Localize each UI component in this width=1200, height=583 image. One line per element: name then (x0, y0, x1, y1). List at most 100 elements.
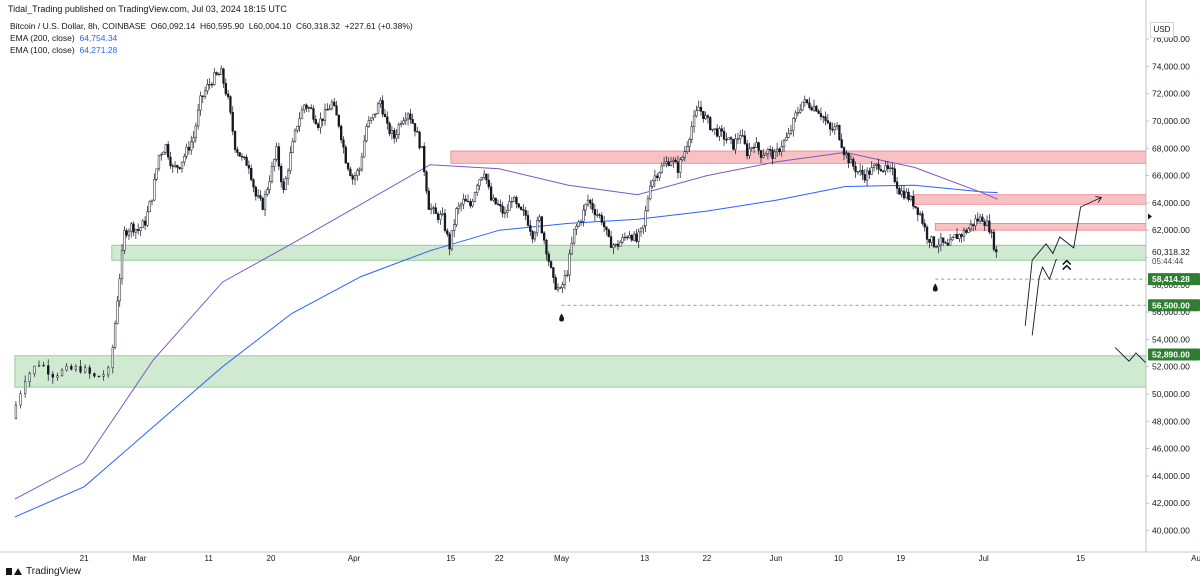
candle-body (397, 124, 400, 135)
ema200-row[interactable]: EMA (200, close) 64,754.34 (10, 32, 413, 44)
candle-body (450, 230, 454, 250)
ema100-line[interactable] (14, 151, 998, 500)
candle-body (757, 142, 760, 151)
candle-body (579, 221, 583, 223)
candle-body (674, 159, 677, 163)
candle-body (909, 195, 913, 200)
ema100-row[interactable]: EMA (100, close) 64,271.28 (10, 44, 413, 56)
level-price-badge[interactable] (1148, 273, 1200, 286)
candle-body (478, 179, 481, 186)
candle-body (416, 131, 419, 133)
double-chevron-up-icon (1062, 259, 1072, 266)
candle-body (162, 151, 165, 155)
candle-body (720, 128, 723, 132)
candle-body (891, 167, 894, 169)
candle-body (893, 168, 896, 183)
candle-body (439, 214, 442, 220)
candle-body (812, 105, 816, 111)
support-zone[interactable] (14, 355, 1147, 388)
candle-body (658, 172, 661, 178)
candle-body (88, 367, 91, 374)
price-tick-label: 48,000.00 (1152, 416, 1190, 426)
candle-body (137, 229, 140, 231)
candle-body (376, 103, 380, 114)
candle-body (946, 242, 949, 246)
symbol-name[interactable]: Bitcoin / U.S. Dollar, 8h, COINBASE (10, 21, 147, 31)
candle-body (150, 199, 154, 202)
candle-body (383, 113, 387, 118)
candle-body (236, 149, 239, 153)
candle-body (718, 128, 721, 137)
candle-body (626, 236, 629, 239)
ema200-line[interactable] (14, 184, 998, 518)
candle-body (944, 242, 947, 244)
candle-body (155, 168, 158, 180)
candle-body (771, 149, 774, 159)
candle-body (983, 221, 986, 226)
candle-body (651, 180, 654, 187)
candle-body (605, 226, 608, 230)
candle-body (835, 125, 839, 128)
candle-body (801, 101, 804, 111)
candle-body (699, 107, 703, 112)
projection-arrowhead (1095, 196, 1103, 203)
candle-body (589, 199, 592, 204)
candle-body (489, 186, 493, 201)
candle-body (750, 147, 753, 149)
candle-body (224, 83, 227, 95)
candle-body (928, 239, 931, 243)
resistance-zone[interactable] (934, 222, 1147, 231)
candle-body (990, 231, 993, 234)
candle-body (725, 139, 728, 141)
ema200-value: 64,754.34 (79, 33, 118, 43)
projection-path[interactable] (1024, 196, 1102, 326)
candle-body (483, 173, 486, 178)
candle-body (464, 198, 467, 202)
candle-body (852, 158, 855, 167)
candle-body (176, 165, 179, 168)
candle-body (178, 167, 181, 169)
resistance-zone[interactable] (914, 194, 1147, 205)
candle-body (792, 118, 795, 131)
candle-body (74, 366, 78, 370)
resistance-zone[interactable] (450, 150, 1147, 164)
level-price-badge[interactable] (1148, 299, 1200, 312)
candle-body (487, 179, 490, 188)
candle-body (529, 225, 532, 232)
low-label: L (248, 21, 254, 31)
candle-body (886, 165, 889, 169)
candle-body (432, 207, 435, 209)
candle-body (492, 197, 495, 201)
candle-body (653, 175, 657, 181)
candle-body (905, 191, 908, 199)
currency-button[interactable]: USD (1150, 22, 1174, 38)
candle-body (42, 364, 45, 367)
candle-body (591, 202, 594, 210)
candle-body (547, 253, 550, 262)
level-price-badge[interactable] (1148, 348, 1200, 361)
change-value: +227.61 (+0.38%) (344, 21, 413, 31)
tradingview-footer: TradingView (6, 566, 81, 577)
candle-body (471, 201, 474, 207)
candle-body (937, 244, 940, 247)
candle-body (960, 234, 963, 237)
candle-body (570, 242, 573, 255)
projection-path[interactable] (1031, 258, 1057, 336)
price-tick-label: 66,000.00 (1152, 171, 1190, 181)
candle-body (782, 139, 786, 147)
candle-body (803, 99, 806, 103)
candle-body (192, 137, 195, 143)
candle-body (194, 125, 197, 139)
candle-body (70, 365, 73, 370)
candle-body (434, 207, 437, 214)
time-tick-label: 13 (640, 554, 649, 563)
time-tick-label: Jun (770, 554, 783, 563)
candle-body (335, 105, 338, 116)
candle-body (586, 199, 590, 205)
candle-body (877, 163, 880, 170)
candle-body (741, 135, 744, 137)
candle-body (413, 123, 417, 132)
candle-body (845, 153, 848, 156)
candle-body (732, 138, 735, 150)
